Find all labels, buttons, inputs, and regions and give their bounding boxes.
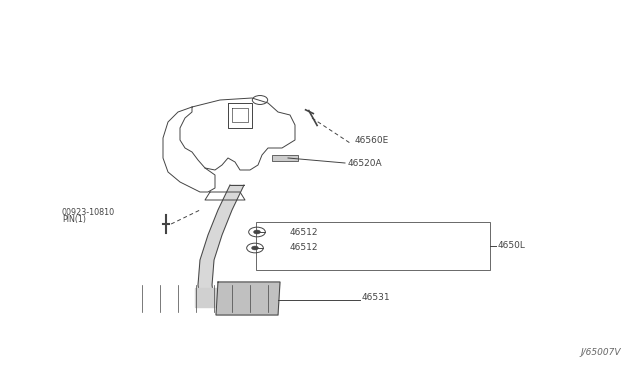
Text: 46560E: 46560E	[355, 135, 389, 144]
Polygon shape	[216, 282, 280, 315]
Polygon shape	[195, 288, 222, 307]
Text: 46520A: 46520A	[348, 158, 383, 167]
Text: 4650L: 4650L	[498, 241, 526, 250]
Text: 46512: 46512	[290, 244, 319, 253]
Text: PIN(1): PIN(1)	[62, 215, 86, 224]
Text: 46531: 46531	[362, 294, 390, 302]
Circle shape	[253, 230, 260, 234]
Bar	[256, 222, 490, 270]
Polygon shape	[198, 185, 244, 300]
Bar	[272, 155, 298, 161]
Circle shape	[252, 246, 259, 250]
Text: 00923-10810: 00923-10810	[62, 208, 115, 217]
Text: J/65007V: J/65007V	[580, 348, 621, 357]
Text: 46512: 46512	[290, 228, 319, 237]
